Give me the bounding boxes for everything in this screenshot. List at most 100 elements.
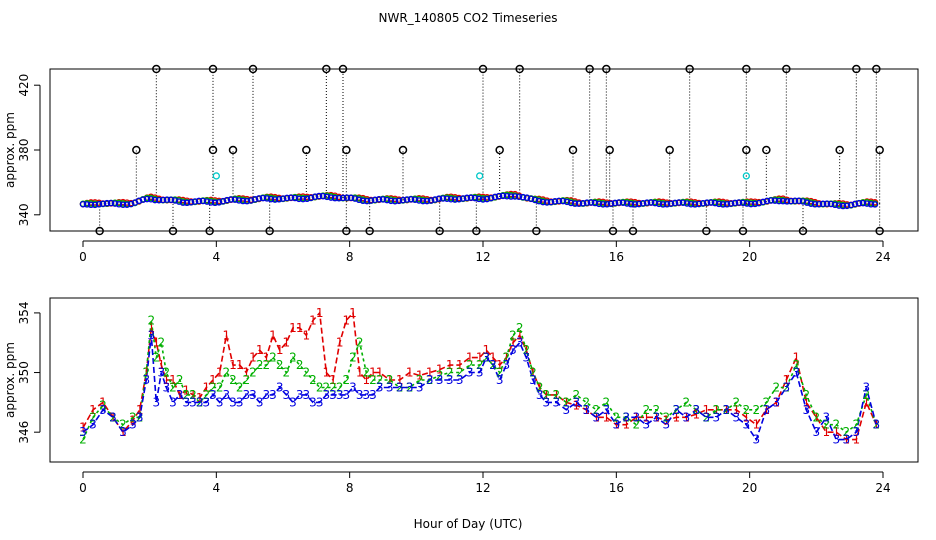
- series-3-point: 3: [593, 410, 601, 424]
- series-3-point: 3: [426, 373, 434, 387]
- series-2-point: 2: [643, 403, 651, 417]
- series-3-point: 3: [693, 403, 701, 417]
- series-1-point: 1: [446, 358, 454, 372]
- baseline-point: [219, 197, 227, 205]
- series-1-point: 1: [369, 366, 377, 380]
- baseline-point: [779, 197, 787, 205]
- baseline-point: [487, 194, 495, 202]
- series-2-point: 2: [303, 366, 311, 380]
- series-3-point: 3: [236, 395, 244, 409]
- series-2-point: 2: [369, 373, 377, 387]
- series-1-point: 1: [169, 373, 177, 387]
- baseline-point: [787, 197, 795, 205]
- series-2-point: 2: [603, 395, 611, 409]
- baseline-point: [635, 200, 643, 208]
- series-1-point: 1: [289, 321, 297, 335]
- series-2-point: 2: [143, 366, 151, 380]
- baseline-point: [443, 195, 451, 203]
- series-2-point: 2: [203, 388, 211, 402]
- series-2-point: 2: [456, 366, 464, 380]
- series-1-point: 1: [276, 343, 284, 357]
- series-2-point: 2: [593, 403, 601, 417]
- series-3-point: 3: [863, 380, 871, 394]
- baseline-point: [555, 197, 563, 205]
- series-3-point: 3: [209, 388, 217, 402]
- baseline-point: [851, 200, 859, 208]
- outlier-point: [152, 64, 161, 74]
- series-3-point: 3: [406, 380, 414, 394]
- series-1-point: 1: [249, 351, 257, 365]
- series-2-point: 2: [543, 388, 551, 402]
- series-3-point: 3: [703, 410, 711, 424]
- series-2-point: 2: [503, 351, 511, 365]
- baseline-point: [631, 201, 639, 208]
- series-2-point: 2: [283, 366, 291, 380]
- series-1-point: 1: [496, 358, 504, 372]
- series-2-point: 2: [436, 369, 444, 383]
- baseline-point: [795, 197, 803, 205]
- series-2-point: 2: [189, 388, 197, 402]
- baseline-point: [647, 199, 655, 206]
- series-1-point: 1: [236, 358, 244, 372]
- series-2-point: 2: [863, 388, 871, 402]
- baseline-point: [147, 196, 155, 203]
- series-3-point: 3: [503, 358, 511, 372]
- baseline-point: [799, 198, 807, 205]
- series-2-point: 2: [376, 373, 384, 387]
- baseline-point: [499, 192, 507, 200]
- series-3-point: 3: [803, 403, 811, 417]
- baseline-point: [571, 200, 579, 207]
- series-3-point: 3: [363, 388, 371, 402]
- series-3-point: 3: [523, 351, 531, 365]
- baseline-point: [459, 195, 467, 202]
- baseline-point: [407, 196, 415, 203]
- series-1-point: 1: [436, 363, 444, 377]
- baseline-point: [603, 201, 611, 208]
- series-3-point: 3: [183, 395, 191, 409]
- baseline-point: [575, 200, 583, 207]
- baseline-point: [699, 199, 707, 207]
- series-3-point: 3: [158, 366, 166, 380]
- figure-title: NWR_140805 CO2 Timeseries: [379, 11, 558, 25]
- series-2-point: 2: [396, 380, 404, 394]
- series-3-point: 3: [396, 380, 404, 394]
- baseline-point: [495, 192, 503, 200]
- baseline-point: [623, 200, 631, 207]
- series-1-point: 1: [783, 373, 791, 387]
- series-2-point: 2: [136, 410, 144, 424]
- series-1-point: 1: [583, 403, 591, 417]
- series-3-point: 3: [633, 410, 641, 424]
- series-1-point: 1: [653, 410, 661, 424]
- baseline-point: [227, 196, 235, 203]
- baseline-point: [815, 200, 823, 208]
- outlier-point: [495, 145, 504, 155]
- series-3-point: 3: [349, 380, 357, 394]
- series-2-point: 2: [269, 351, 277, 365]
- outlier-point: [702, 226, 711, 236]
- baseline-point: [527, 195, 535, 202]
- series-2-point: 2: [573, 388, 581, 402]
- outlier-point: [435, 226, 444, 236]
- series-3-point: 3: [763, 403, 771, 417]
- series-2-point: 2: [229, 373, 237, 387]
- outlier-point: [602, 64, 611, 74]
- baseline-point: [83, 201, 91, 208]
- baseline-point: [431, 196, 439, 203]
- baseline-point: [187, 199, 195, 206]
- baseline-point: [87, 201, 95, 209]
- series-3-point: 3: [303, 388, 311, 402]
- series-2-point: 2: [823, 418, 831, 432]
- outlier-point: [228, 145, 238, 155]
- x-tick-label: 12: [475, 481, 490, 495]
- series-1-point: 1: [426, 366, 434, 380]
- series-2-point: 2: [243, 373, 251, 387]
- outlier-point: [585, 64, 594, 74]
- series-3-point: 3: [573, 395, 581, 409]
- series-1-point: 1: [376, 366, 384, 380]
- baseline-point: [167, 196, 175, 203]
- series-3-point: 3: [466, 366, 474, 380]
- baseline-point: [747, 200, 755, 208]
- baseline-point: [423, 197, 431, 205]
- series-2-point: 2: [216, 380, 224, 394]
